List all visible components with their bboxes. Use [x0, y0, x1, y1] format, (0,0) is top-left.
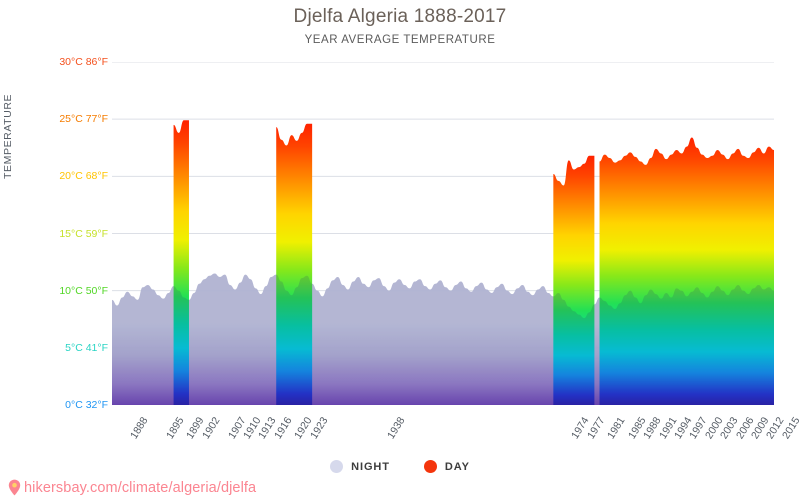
legend-label-day: DAY	[444, 460, 470, 473]
chart-canvas	[112, 62, 774, 405]
series-day-area	[173, 120, 774, 405]
x-tick-1981: 1981	[605, 415, 628, 442]
x-tick-1938: 1938	[384, 415, 408, 442]
chart-subtitle: YEAR AVERAGE TEMPERATURE	[304, 34, 496, 46]
y-tick-5: 5°C 41°F	[65, 341, 108, 354]
series-night-overlay	[112, 273, 774, 405]
legend-item-night[interactable]: NIGHT	[330, 460, 390, 473]
chart-legend: NIGHT DAY	[0, 460, 800, 473]
day-swatch-icon	[423, 460, 437, 473]
x-tick-1895: 1895	[163, 415, 187, 442]
y-tick-20: 20°C 68°F	[59, 170, 108, 183]
legend-label-night: NIGHT	[351, 460, 390, 473]
source-url: hikersbay.com/climate/algeria/djelfa	[24, 479, 257, 496]
source-watermark[interactable]: hikersbay.com/climate/algeria/djelfa	[8, 479, 256, 496]
y-tick-30: 30°C 86°F	[59, 56, 108, 68]
y-tick-10: 10°C 50°F	[59, 284, 108, 297]
y-tick-15: 15°C 59°F	[59, 227, 108, 240]
y-tick-0: 0°C 32°F	[65, 399, 108, 411]
page-title: Djelfa Algeria 1888-2017	[293, 6, 507, 27]
x-tick-1888: 1888	[127, 415, 151, 442]
night-swatch-icon	[330, 460, 344, 473]
location-pin-icon	[8, 479, 21, 496]
legend-item-day[interactable]: DAY	[423, 460, 470, 473]
plot-area	[112, 62, 774, 405]
y-tick-25: 25°C 77°F	[59, 113, 108, 126]
y-axis-tick-labels: 30°C 86°F 25°C 77°F 20°C 68°F 15°C 59°F 10°C…	[0, 0, 108, 500]
